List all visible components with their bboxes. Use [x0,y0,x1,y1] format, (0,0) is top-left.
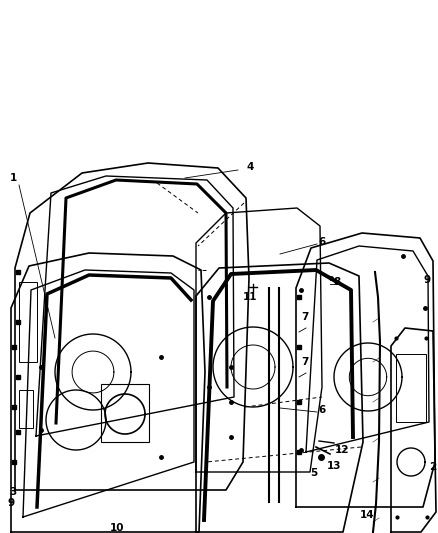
Text: 7: 7 [301,312,309,322]
Text: 2: 2 [429,462,437,472]
Text: 9: 9 [424,275,431,285]
Text: 14: 14 [360,510,374,520]
Text: 10: 10 [110,523,124,533]
Text: 6: 6 [318,237,325,247]
Bar [396,354,426,422]
Text: 1: 1 [9,173,17,183]
Text: 5: 5 [311,468,318,478]
Text: 4: 4 [246,162,254,172]
Bar [19,282,37,362]
Text: 13: 13 [327,461,341,471]
Text: 3: 3 [9,487,17,497]
Text: 6: 6 [318,405,325,415]
Bar [101,384,149,442]
Text: 7: 7 [301,357,309,367]
Bar [19,390,33,428]
Text: 8: 8 [333,277,341,287]
Text: 9: 9 [7,498,14,508]
Text: 11: 11 [243,292,257,302]
Text: 12: 12 [335,445,349,455]
